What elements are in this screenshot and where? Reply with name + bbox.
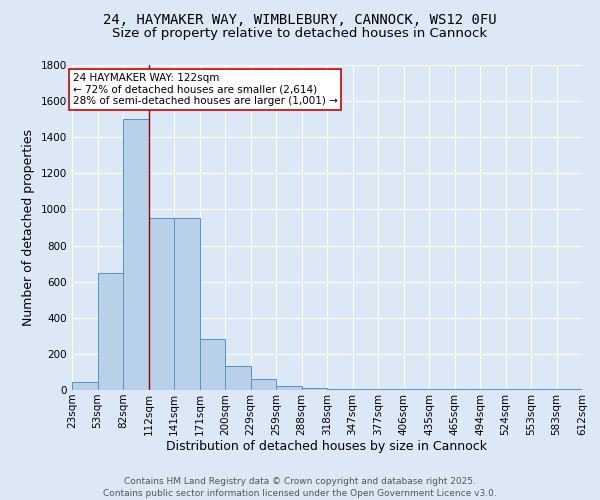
Bar [199,340,225,390]
Bar [123,119,149,390]
Text: Contains HM Land Registry data © Crown copyright and database right 2025.
Contai: Contains HM Land Registry data © Crown c… [103,476,497,498]
Bar [149,218,174,390]
Bar [276,386,302,390]
Bar [327,388,353,390]
X-axis label: Distribution of detached houses by size in Cannock: Distribution of detached houses by size … [167,440,487,454]
Y-axis label: Number of detached properties: Number of detached properties [22,129,35,326]
Bar [302,388,327,390]
Bar [225,366,251,390]
Text: Size of property relative to detached houses in Cannock: Size of property relative to detached ho… [112,28,488,40]
Bar [404,389,429,390]
Bar [251,379,276,390]
Bar [97,272,123,390]
Bar [378,389,404,390]
Bar [353,389,378,390]
Text: 24 HAYMAKER WAY: 122sqm
← 72% of detached houses are smaller (2,614)
28% of semi: 24 HAYMAKER WAY: 122sqm ← 72% of detache… [73,73,337,106]
Bar [72,382,97,390]
Bar [174,218,199,390]
Text: 24, HAYMAKER WAY, WIMBLEBURY, CANNOCK, WS12 0FU: 24, HAYMAKER WAY, WIMBLEBURY, CANNOCK, W… [103,12,497,26]
